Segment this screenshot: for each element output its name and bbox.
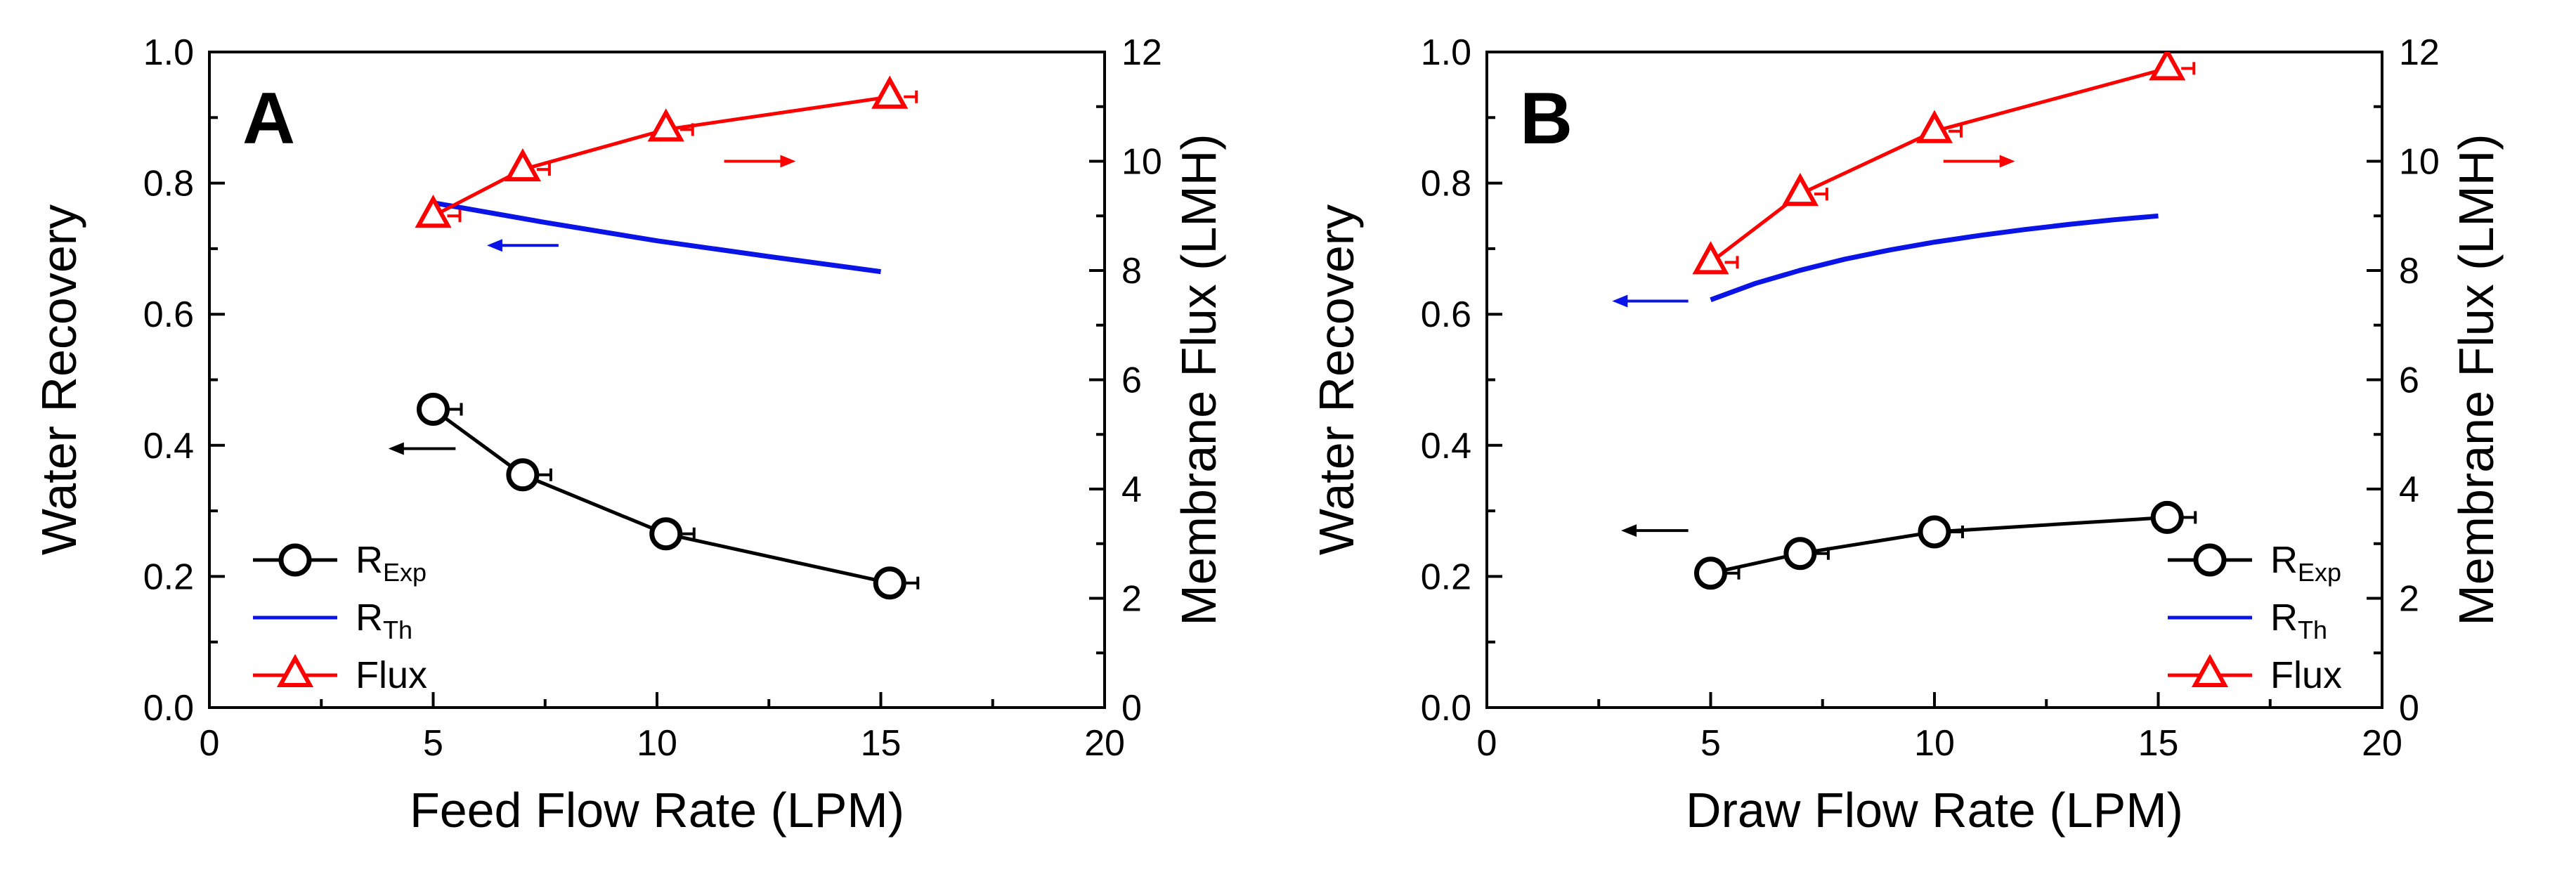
x-tick-label: 0 [200,723,220,764]
data-point-circle [1694,556,1727,590]
y-axis-title: Water Recovery [32,204,86,555]
y-tick-label: 0.2 [143,556,194,597]
y-tick-label: 0.0 [1421,688,1471,729]
legend-label-subscript: Th [383,616,412,644]
legend-label: Flux [2270,654,2342,696]
y2-tick-label: 4 [2399,469,2419,510]
y2-tick-label: 0 [1121,688,1142,729]
panel-label: B [1520,78,1573,159]
y-tick-label: 0.2 [1421,556,1471,597]
y2-tick-label: 8 [1121,251,1142,292]
data-point-circle [1918,515,1951,549]
panel-b: 0 5 10 15 20 0.0 0.2 0.4 0.6 0.8 1.0 0 2 4 6 8 10 12 Draw … [1309,32,2504,838]
legend-marker-circle [278,543,312,577]
y-tick-label: 1.0 [1421,32,1471,73]
direction-arrow-head [486,239,502,252]
panel-label: A [242,78,295,159]
series-line-rexp [1710,515,2168,575]
series-line-flux [432,95,890,218]
plot-frame [208,51,1106,709]
y2-tick-label: 12 [1121,32,1162,73]
data-point-triangle [415,195,452,228]
y2-tick-label: 2 [1121,579,1142,620]
legend-marker-circle [2193,543,2227,577]
y2-tick-label: 10 [1121,142,1162,183]
y2-axis-title: Membrane Flux (LMH) [2449,134,2504,625]
y2-tick-label: 0 [2399,688,2419,729]
series-line-rth [432,200,881,275]
legend-label-subscript: Exp [383,558,427,587]
data-point-circle [873,566,906,600]
legend: RExp RTh Flux [2168,539,2342,696]
direction-arrow-head [1621,524,1637,538]
y-tick-label: 0.6 [143,294,194,335]
x-tick-label: 20 [1084,723,1125,764]
plot-area [415,75,920,600]
x-tick-label: 20 [2362,723,2402,764]
y-tick-label: 0.8 [143,164,194,204]
y-tick-label: 0.4 [143,426,194,467]
data-point-circle [649,517,683,551]
x-axis-title: Feed Flow Rate (LPM) [410,783,904,838]
direction-arrow-head [1999,155,2015,168]
legend-label: RTh [2270,597,2327,644]
y2-tick-label: 6 [1121,360,1142,401]
legend-label: RExp [356,539,427,587]
x-tick-label: 5 [1700,723,1721,764]
series-line-flux [1709,66,2168,264]
legend-marker-triangle [276,653,314,687]
y2-tick-label: 12 [2399,32,2440,73]
data-point-triangle [2149,52,2186,81]
y-axis-title: Water Recovery [1309,204,1364,555]
x-tick-label: 10 [637,723,677,764]
x-tick-label: 0 [1477,723,1497,764]
data-point-triangle [1915,110,1953,143]
data-point-circle [1783,537,1817,571]
x-tick-label: 15 [2138,723,2179,764]
plot-area [1692,52,2197,590]
legend-label: RTh [356,597,412,644]
y-tick-label: 1.0 [143,32,194,73]
data-point-triangle [1692,241,1729,275]
y2-tick-label: 6 [2399,360,2419,401]
legend-label: RExp [2270,539,2341,587]
y2-tick-label: 10 [2399,142,2440,183]
plot-frame [1485,51,2383,709]
series-line-rexp [432,408,890,585]
x-tick-label: 15 [861,723,902,764]
x-tick-label: 10 [1914,723,1955,764]
direction-arrow-head [388,442,404,455]
y-tick-label: 0.4 [1421,426,1471,467]
legend-label: Flux [356,654,427,696]
data-point-triangle [1781,172,1819,207]
y2-axis-title: Membrane Flux (LMH) [1171,134,1226,625]
data-point-circle [417,392,450,426]
x-tick-label: 5 [423,723,443,764]
panel-a: 0 5 10 15 20 0.0 0.2 0.4 0.6 0.8 1.0 0 2 4 6 8 10 12 Feed … [32,32,1226,838]
data-point-triangle [871,75,909,109]
x-axis-title: Draw Flow Rate (LPM) [1686,783,2183,838]
y-tick-label: 0.0 [143,688,194,729]
data-point-triangle [647,108,684,142]
data-point-circle [2150,500,2184,534]
y-tick-label: 0.6 [1421,294,1471,335]
y2-tick-label: 2 [2399,579,2419,620]
series-line-rth [1710,213,2159,302]
y2-tick-label: 4 [1121,469,1142,510]
y-tick-label: 0.8 [1421,164,1471,204]
legend-label-subscript: Exp [2298,558,2341,587]
direction-arrow-head [1612,294,1628,308]
data-point-triangle [504,148,541,182]
legend-marker-triangle [2191,653,2229,687]
data-point-circle [506,458,540,492]
legend-label-subscript: Th [2298,616,2327,644]
legend: RExp RTh Flux [253,539,427,696]
y2-tick-label: 8 [2399,251,2419,292]
direction-arrow-head [780,155,796,168]
